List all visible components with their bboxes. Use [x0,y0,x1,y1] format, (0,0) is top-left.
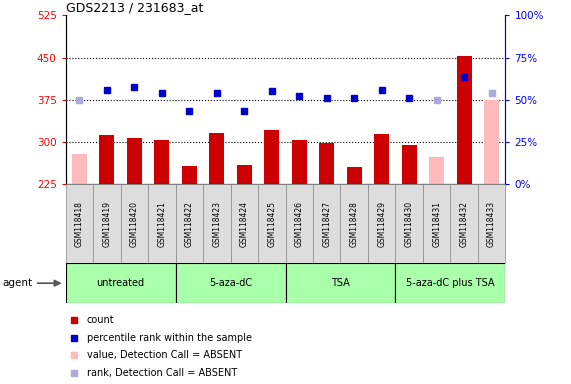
Bar [347,167,362,184]
Text: GDS2213 / 231683_at: GDS2213 / 231683_at [66,1,203,14]
Bar [451,184,478,263]
Text: GSM118430: GSM118430 [405,200,413,247]
Text: value, Detection Call = ABSENT: value, Detection Call = ABSENT [87,350,242,360]
Bar [423,184,451,263]
Bar [286,263,395,303]
Text: 5-aza-dC plus TSA: 5-aza-dC plus TSA [406,278,494,288]
Bar [127,137,142,184]
Text: GSM118429: GSM118429 [377,201,386,247]
Bar [395,184,423,263]
Text: GSM118418: GSM118418 [75,201,84,247]
Bar [374,134,389,184]
Text: GSM118433: GSM118433 [487,200,496,247]
Bar [429,157,444,184]
Text: GSM118419: GSM118419 [102,201,111,247]
Bar [176,184,203,263]
Text: GSM118425: GSM118425 [267,201,276,247]
Bar [120,184,148,263]
Bar [292,140,307,184]
Text: GSM118424: GSM118424 [240,201,249,247]
Text: GSM118423: GSM118423 [212,201,222,247]
Bar [237,165,252,184]
Text: rank, Detection Call = ABSENT: rank, Detection Call = ABSENT [87,368,237,378]
Text: 5-aza-dC: 5-aza-dC [209,278,252,288]
Text: agent: agent [3,278,33,288]
Text: GSM118428: GSM118428 [349,201,359,247]
Bar [231,184,258,263]
Text: untreated: untreated [96,278,144,288]
Text: count: count [87,315,114,325]
Bar [340,184,368,263]
Bar [395,263,505,303]
Bar [209,133,224,184]
Bar [264,130,279,184]
Bar [176,263,286,303]
Bar [66,184,93,263]
Bar [258,184,286,263]
Text: GSM118427: GSM118427 [322,201,331,247]
Bar [66,263,176,303]
Bar [182,166,197,184]
Bar [484,100,499,184]
Text: GSM118422: GSM118422 [185,201,194,247]
Bar [286,184,313,263]
Bar [72,154,87,184]
Bar [457,56,472,184]
Text: GSM118426: GSM118426 [295,201,304,247]
Bar [99,135,114,184]
Bar [313,184,340,263]
Bar [401,146,417,184]
Bar [148,184,176,263]
Bar [93,184,120,263]
Text: GSM118432: GSM118432 [460,201,469,247]
Bar [203,184,231,263]
Text: GSM118431: GSM118431 [432,201,441,247]
Text: GSM118421: GSM118421 [158,201,166,247]
Text: percentile rank within the sample: percentile rank within the sample [87,333,252,343]
Bar [154,141,170,184]
Text: GSM118420: GSM118420 [130,201,139,247]
Text: TSA: TSA [331,278,350,288]
Bar [478,184,505,263]
Bar [368,184,395,263]
Bar [319,143,334,184]
